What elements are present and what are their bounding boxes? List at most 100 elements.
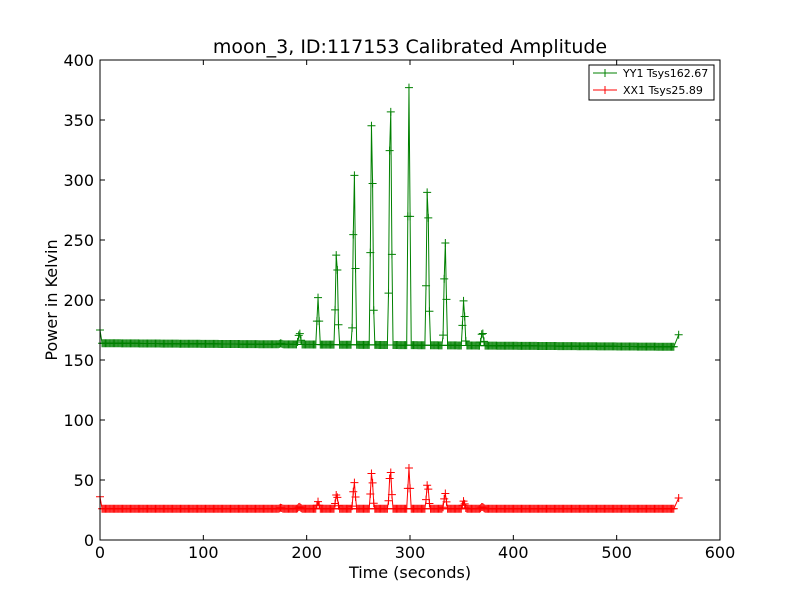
yy1-series-marker: [674, 330, 683, 339]
yy1-series-marker: [423, 188, 432, 197]
yy1-series-marker: [461, 337, 470, 346]
yy1-series-marker: [440, 274, 449, 283]
yy1-series-marker: [349, 230, 358, 239]
xx1-series-marker: [350, 478, 359, 487]
xx1-series-marker: [384, 496, 393, 505]
yy1-series-marker: [406, 212, 415, 221]
yy1-series-marker: [424, 213, 433, 222]
x-tick-label: 100: [188, 543, 219, 562]
yy1-series-marker: [387, 250, 396, 259]
yy1-series-marker: [422, 281, 431, 290]
xx1-series-marker: [348, 502, 357, 511]
xx1-series-marker: [674, 494, 683, 502]
y-tick-label: 0: [84, 531, 94, 550]
xx1-series: [96, 464, 683, 513]
yy1-series-marker: [439, 331, 448, 340]
yy1-series-marker: [385, 146, 394, 155]
y-tick-label: 150: [63, 351, 94, 370]
xx1-series-marker: [367, 469, 376, 478]
yy1-series-marker: [476, 338, 485, 347]
yy1-series-marker: [296, 336, 305, 345]
legend-xx1-label: XX1 Tsys25.89: [623, 84, 703, 97]
xx1-series-marker: [669, 504, 678, 513]
xx1-series-marker: [442, 497, 451, 506]
x-tick-label: 500: [601, 543, 632, 562]
yy1-series-marker: [295, 329, 304, 338]
y-tick-label: 350: [63, 111, 94, 130]
yy1-series-marker: [369, 306, 378, 315]
legend-yy1-marker: [601, 69, 609, 77]
yy1-series-marker: [294, 331, 303, 340]
x-tick-label: 0: [95, 543, 105, 562]
yy1-series-marker: [293, 338, 302, 347]
yy1-series-marker: [331, 305, 340, 314]
x-tick-label: 300: [395, 543, 426, 562]
yy1-series-marker: [404, 83, 413, 92]
yy1-series-marker: [367, 121, 376, 130]
y-tick-label: 250: [63, 231, 94, 250]
xx1-series-marker: [351, 493, 360, 502]
xx1-series-marker: [385, 474, 394, 483]
yy1-series-marker: [314, 293, 323, 302]
yy1-series-marker: [333, 266, 342, 275]
yy1-series-marker: [425, 307, 434, 316]
legend-box: [588, 64, 715, 101]
xx1-series-marker: [425, 499, 434, 508]
yy1-series-marker: [441, 239, 450, 248]
xx1-series-marker: [387, 490, 396, 499]
xx1-series-marker: [424, 485, 433, 494]
xx1-series-marker: [439, 503, 448, 512]
yy1-series-marker: [479, 337, 488, 346]
xx1-series-marker: [422, 495, 431, 504]
legend: YY1 Tsys162.67 XX1 Tsys25.89: [588, 64, 715, 101]
xx1-series-marker: [406, 484, 415, 493]
xx1-series-marker: [460, 499, 469, 508]
yy1-series-marker: [332, 251, 341, 260]
yy1-series-marker: [366, 248, 375, 257]
yy1-series-marker: [669, 342, 678, 351]
yy1-series-marker: [478, 329, 487, 338]
xx1-series-marker: [333, 493, 342, 502]
legend-yy1-label: YY1 Tsys162.67: [622, 67, 708, 80]
xx1-series-marker: [369, 499, 378, 508]
xx1-series-marker: [441, 489, 450, 498]
yy1-series-marker: [334, 320, 343, 329]
legend-xx1-marker: [601, 86, 609, 94]
x-tick-label: 400: [498, 543, 529, 562]
x-tick-label: 600: [705, 543, 736, 562]
y-tick-label: 50: [74, 471, 94, 490]
x-tick-label: 200: [291, 543, 322, 562]
yy1-series-marker: [315, 317, 324, 326]
xx1-series-marker: [314, 497, 323, 506]
yy1-series-marker: [350, 171, 359, 180]
y-tick-label: 100: [63, 411, 94, 430]
yy1-series-marker: [368, 179, 377, 188]
x-axis-label: Time (seconds): [348, 563, 471, 582]
yy1-series-marker: [384, 289, 393, 298]
xx1-series-marker: [368, 478, 377, 487]
yy1-series-marker: [460, 312, 469, 321]
plot-area: [100, 60, 720, 540]
yy1-series-marker: [458, 321, 467, 330]
xx1-series-marker: [404, 464, 413, 472]
xx1-series-marker: [386, 468, 395, 477]
y-tick-label: 200: [63, 291, 94, 310]
yy1-series-marker: [442, 295, 451, 304]
yy1-series: [96, 83, 683, 351]
y-tick-label: 300: [63, 171, 94, 190]
yy1-series-marker: [351, 264, 360, 273]
y-axis-label: Power in Kelvin: [42, 239, 61, 360]
y-tick-label: 400: [63, 51, 94, 70]
yy1-series-marker: [459, 296, 468, 305]
ticks-layer: 0 100 200 300 400 500 600 0 50 100 150 200 250 300 350…: [63, 51, 735, 562]
yy1-series-marker: [348, 323, 357, 332]
yy1-series-marker: [386, 107, 395, 116]
xx1-series-marker: [423, 481, 432, 490]
xx1-series-marker: [349, 487, 358, 496]
chart-title: moon_3, ID:117153 Calibrated Amplitude: [213, 36, 607, 58]
xx1-series-marker: [366, 489, 375, 498]
series-layer: [96, 83, 683, 513]
yy1-series-marker: [477, 330, 486, 339]
